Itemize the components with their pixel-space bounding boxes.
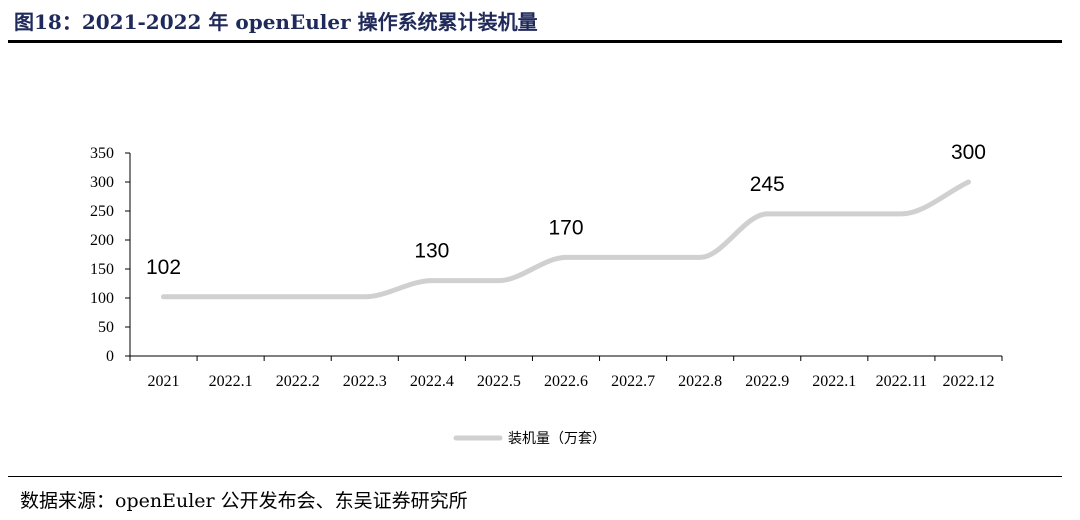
y-tick-label: 150 — [90, 261, 114, 278]
x-tick-label: 2022.12 — [942, 373, 994, 390]
line-chart: 0 50 100 150 200 250 300 350 2021 2022.1 2022.2 202… — [90, 141, 1003, 447]
y-tick-label: 50 — [98, 319, 114, 336]
top-rule — [8, 40, 1062, 43]
source-note: 数据来源：openEuler 公开发布会、东吴证券研究所 — [20, 490, 468, 512]
x-tick-label: 2022.5 — [477, 373, 521, 390]
x-tick-label: 2022.7 — [611, 373, 655, 390]
y-tick-label: 0 — [106, 348, 114, 365]
x-tick-label: 2022.3 — [343, 373, 387, 390]
y-tick-label: 100 — [90, 290, 114, 307]
data-label: 300 — [951, 141, 986, 164]
y-tick-label: 200 — [90, 232, 114, 249]
legend-label: 装机量（万套） — [508, 431, 606, 447]
figure-title: 图18：2021-2022 年 openEuler 操作系统累计装机量 — [14, 10, 538, 34]
series-line — [161, 179, 971, 300]
data-label: 130 — [414, 240, 449, 263]
y-tick-label: 350 — [90, 145, 114, 162]
x-tick-label: 2022.11 — [876, 373, 927, 390]
x-tick-label: 2022.6 — [544, 373, 588, 390]
x-tick-label: 2022.2 — [276, 373, 320, 390]
bottom-rule — [8, 476, 1062, 477]
x-tick-label: 2022.1 — [812, 373, 856, 390]
y-tick-label: 250 — [90, 203, 114, 220]
x-tick-label: 2022.1 — [209, 373, 253, 390]
data-label: 170 — [548, 216, 583, 239]
y-tick-label: 300 — [90, 174, 114, 191]
x-tick-label: 2021 — [148, 373, 180, 390]
data-label: 245 — [750, 173, 785, 196]
x-tick-label: 2022.9 — [745, 373, 789, 390]
data-label: 102 — [146, 256, 181, 279]
x-tick-label: 2022.4 — [410, 373, 454, 390]
x-tick-label: 2022.8 — [678, 373, 722, 390]
